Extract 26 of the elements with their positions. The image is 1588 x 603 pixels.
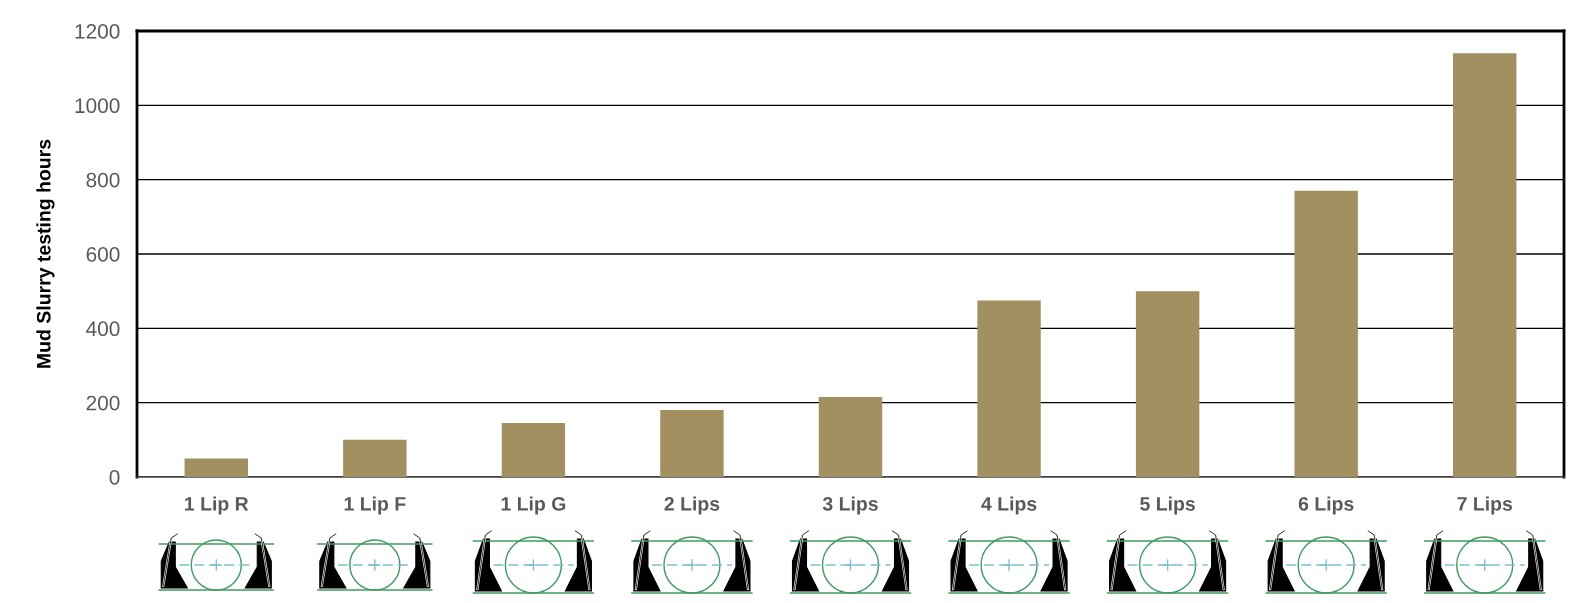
bar	[1135, 291, 1200, 477]
y-tick-label: 800	[86, 172, 120, 188]
x-tick-label: 1 Lip R	[185, 496, 249, 515]
x-tick-label: 1 Lip G	[501, 496, 566, 515]
y-axis-title: Mud Slurry testing hours	[36, 139, 55, 368]
x-tick-label: 4 Lips	[981, 496, 1037, 515]
y-tick-label: 0	[109, 470, 120, 485]
x-tick-label: 7 Lips	[1457, 496, 1513, 515]
y-tick-label: 400	[86, 321, 120, 337]
x-tick-label: 1 Lip F	[344, 496, 406, 515]
bar	[343, 439, 407, 477]
bar	[501, 423, 566, 477]
x-tick-label: 3 Lips	[822, 496, 878, 515]
bar	[1453, 53, 1517, 477]
y-tick-label: 200	[86, 395, 120, 411]
bar	[1294, 190, 1358, 477]
y-tick-label: 1000	[75, 98, 120, 114]
x-tick-label: 6 Lips	[1298, 496, 1354, 515]
bar	[660, 410, 724, 477]
bar	[184, 458, 248, 477]
bar	[818, 397, 883, 477]
x-tick-label: 5 Lips	[1140, 496, 1195, 515]
x-tick-label: 2 Lips	[664, 496, 720, 515]
y-tick-label: 600	[86, 247, 120, 262]
y-tick-label: 1200	[75, 24, 120, 39]
bar	[977, 300, 1041, 477]
